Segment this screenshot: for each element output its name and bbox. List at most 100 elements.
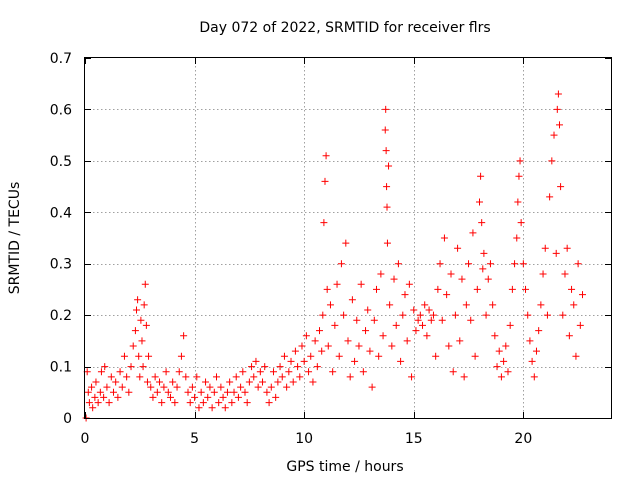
- data-point: [423, 332, 431, 340]
- data-point: [204, 393, 212, 401]
- data-point: [105, 399, 113, 407]
- data-point: [368, 383, 376, 391]
- data-point: [410, 306, 418, 314]
- data-point: [193, 373, 201, 381]
- data-point: [147, 383, 155, 391]
- data-point: [319, 311, 327, 319]
- data-point: [535, 327, 543, 335]
- data-point: [335, 352, 343, 360]
- data-point: [145, 352, 153, 360]
- data-point: [434, 285, 442, 293]
- data-point: [114, 393, 122, 401]
- data-point: [137, 316, 145, 324]
- data-point: [526, 337, 534, 345]
- data-point: [359, 368, 367, 376]
- data-point: [381, 126, 389, 134]
- data-point: [479, 265, 487, 273]
- data-point: [294, 363, 302, 371]
- data-point: [532, 347, 540, 355]
- data-point: [96, 388, 104, 396]
- data-point: [555, 121, 563, 129]
- data-point: [568, 285, 576, 293]
- data-point: [230, 388, 238, 396]
- data-point: [469, 229, 477, 237]
- data-point: [408, 373, 416, 381]
- data-point: [541, 244, 549, 252]
- data-point: [554, 90, 562, 98]
- data-point: [514, 198, 522, 206]
- data-point: [232, 373, 240, 381]
- data-point: [97, 368, 105, 376]
- data-point: [250, 373, 258, 381]
- y-tick-label: 0.7: [50, 51, 72, 67]
- data-point: [517, 219, 525, 227]
- data-point: [462, 301, 470, 309]
- data-point: [537, 301, 545, 309]
- data-point: [530, 373, 538, 381]
- data-point: [149, 393, 157, 401]
- data-point: [579, 291, 587, 299]
- data-point: [473, 285, 481, 293]
- data-point: [513, 234, 521, 242]
- data-point: [342, 239, 350, 247]
- data-point: [180, 332, 188, 340]
- data-point: [375, 352, 383, 360]
- data-point: [460, 373, 468, 381]
- data-point: [156, 378, 164, 386]
- data-point: [506, 321, 514, 329]
- data-point: [228, 399, 236, 407]
- data-point: [357, 280, 365, 288]
- data-point: [89, 404, 97, 412]
- data-point: [344, 337, 352, 345]
- data-point: [188, 383, 196, 391]
- data-point: [421, 301, 429, 309]
- data-point: [522, 285, 530, 293]
- data-point: [151, 373, 159, 381]
- data-point: [248, 363, 256, 371]
- data-point: [456, 337, 464, 345]
- data-point: [305, 368, 313, 376]
- data-point: [162, 368, 170, 376]
- data-point: [477, 172, 485, 180]
- data-point: [197, 388, 205, 396]
- data-point: [362, 327, 370, 335]
- data-point: [177, 352, 185, 360]
- data-point: [234, 393, 242, 401]
- data-point: [478, 219, 486, 227]
- data-point: [84, 388, 92, 396]
- data-point: [182, 373, 190, 381]
- data-point: [321, 177, 329, 185]
- axis-ticks: [85, 58, 611, 419]
- data-point: [109, 388, 117, 396]
- data-point: [118, 383, 126, 391]
- data-point: [123, 373, 131, 381]
- data-point: [210, 388, 218, 396]
- data-point: [169, 378, 177, 386]
- data-point: [454, 244, 462, 252]
- data-point: [388, 342, 396, 350]
- data-point: [208, 404, 216, 412]
- y-tick-labels: 0 0.1 0.2 0.3 0.4 0.5 0.6 0.7: [50, 51, 72, 427]
- data-point: [245, 378, 253, 386]
- data-point: [316, 327, 324, 335]
- data-point: [372, 285, 380, 293]
- data-point: [267, 383, 275, 391]
- data-point: [173, 383, 181, 391]
- data-point: [160, 383, 168, 391]
- data-point: [438, 316, 446, 324]
- data-point: [377, 270, 385, 278]
- data-point: [302, 332, 310, 340]
- data-point: [440, 234, 448, 242]
- data-point: [309, 378, 317, 386]
- data-point: [136, 373, 144, 381]
- data-point: [331, 321, 339, 329]
- data-point: [318, 347, 326, 355]
- data-point: [202, 378, 210, 386]
- data-point: [320, 219, 328, 227]
- data-point: [546, 193, 554, 201]
- data-point: [329, 368, 337, 376]
- data-point: [383, 239, 391, 247]
- data-point: [443, 291, 451, 299]
- data-point: [85, 399, 93, 407]
- data-point: [403, 337, 411, 345]
